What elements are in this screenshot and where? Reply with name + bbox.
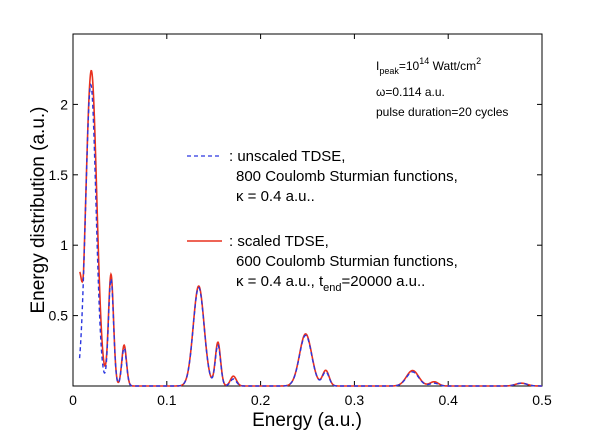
y-tick-label: 1 (60, 237, 68, 253)
x-tick-label: 0.2 (251, 392, 271, 408)
omega-annotation: ω=0.114 a.u. (376, 85, 445, 99)
legend-unscaled-line2: 800 Coulomb Sturmian functions, (236, 168, 458, 185)
series-layer (78, 69, 542, 387)
y-axis-ticks: 0.5 1 1.5 2 (49, 96, 542, 324)
x-tick-label: 0.3 (345, 392, 365, 408)
y-tick-label: 2 (60, 96, 68, 112)
legend: : unscaled TDSE, 800 Coulomb Sturmian fu… (187, 148, 458, 294)
pulse-duration-annotation: pulse duration=20 cycles (376, 105, 508, 119)
x-tick-label: 0 (69, 392, 77, 408)
series-line-unscaled (78, 83, 542, 387)
x-tick-label: 0.4 (438, 392, 458, 408)
x-axis-ticks: 0 0.1 0.2 0.3 0.4 0.5 (69, 34, 552, 408)
legend-scaled-line2: 600 Coulomb Sturmian functions, (236, 253, 458, 270)
y-tick-label: 0.5 (49, 308, 69, 324)
y-tick-label: 1.5 (49, 167, 69, 183)
intensity-annotation: Ipeak=1014 Watt/cm2 (376, 56, 481, 76)
legend-scaled-line1: : scaled TDSE, (229, 233, 329, 250)
x-axis-label: Energy (a.u.) (252, 410, 362, 431)
plot-frame (72, 33, 543, 387)
legend-unscaled-line1: : unscaled TDSE, (229, 148, 345, 165)
x-tick-label: 0.5 (532, 392, 552, 408)
x-tick-label: 0.1 (157, 392, 177, 408)
legend-scaled-line3: κ = 0.4 a.u., tend=20000 a.u.. (236, 273, 425, 294)
y-axis-label: Energy distribution (a.u.) (28, 107, 49, 314)
legend-unscaled-line3: κ = 0.4 a.u.. (236, 188, 315, 205)
